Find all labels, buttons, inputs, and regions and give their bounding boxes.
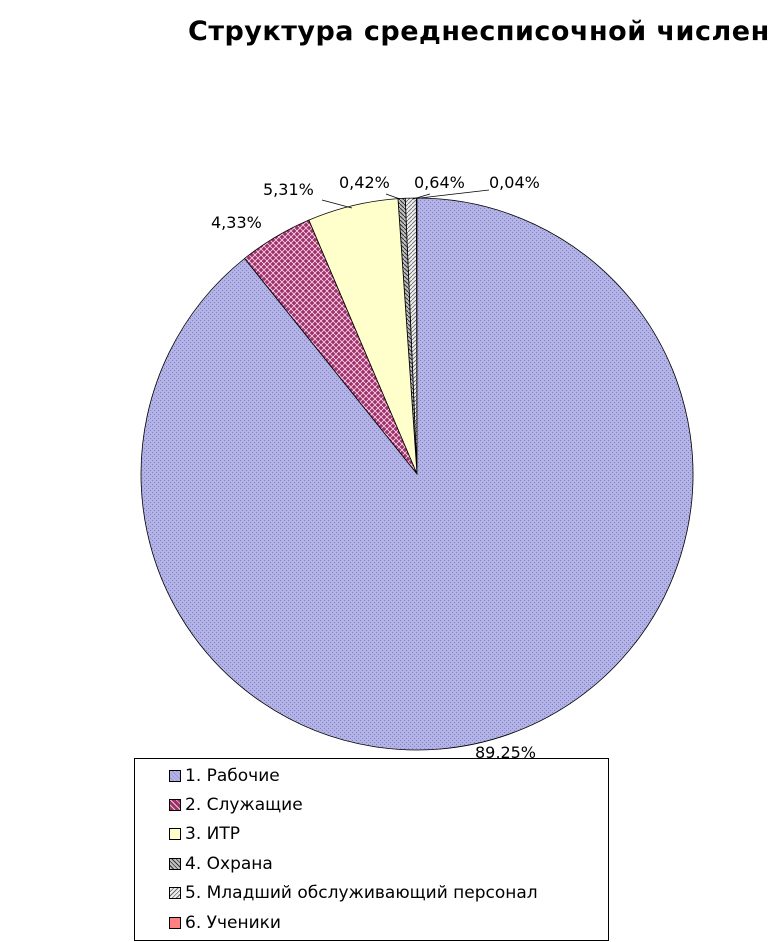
legend-item: 4. Охрана xyxy=(169,854,273,874)
legend-label: 2. Служащие xyxy=(185,795,303,815)
chart-title: Структура среднесписочной числен xyxy=(188,16,770,47)
legend-label: 4. Охрана xyxy=(185,854,273,874)
legend-item: 2. Служащие xyxy=(169,795,303,815)
leader-line xyxy=(412,193,431,200)
legend-swatch xyxy=(169,770,181,782)
legend-label: 1. Рабочие xyxy=(185,766,280,786)
legend-swatch xyxy=(169,858,181,870)
legend-label: 5. Младший обслуживающий персонал xyxy=(185,883,538,903)
legend-swatch xyxy=(169,828,181,840)
legend-item: 5. Младший обслуживающий персонал xyxy=(169,883,538,903)
pie-slice-1 xyxy=(140,197,694,751)
legend-swatch xyxy=(169,887,181,899)
legend-item: 6. Ученики xyxy=(169,913,281,933)
legend-swatch xyxy=(169,917,181,929)
leader-line xyxy=(321,199,353,209)
legend-label: 6. Ученики xyxy=(185,913,281,933)
data-label-1: 89,25% xyxy=(475,743,536,762)
data-label-2: 4,33% xyxy=(211,213,262,232)
data-label-6: 0,04% xyxy=(489,173,540,192)
legend-item: 1. Рабочие xyxy=(169,766,280,786)
legend-label: 3. ИТР xyxy=(185,824,240,844)
legend-item: 3. ИТР xyxy=(169,824,240,844)
data-label-4: 0,42% xyxy=(339,173,390,192)
chart-legend: 1. Рабочие 2. Служащие 3. ИТР 4. Охрана … xyxy=(134,758,609,941)
data-label-3: 5,31% xyxy=(263,180,314,199)
data-label-5: 0,64% xyxy=(414,173,465,192)
leader-line xyxy=(385,193,401,200)
leader-line xyxy=(419,189,490,199)
legend-swatch xyxy=(169,799,181,811)
